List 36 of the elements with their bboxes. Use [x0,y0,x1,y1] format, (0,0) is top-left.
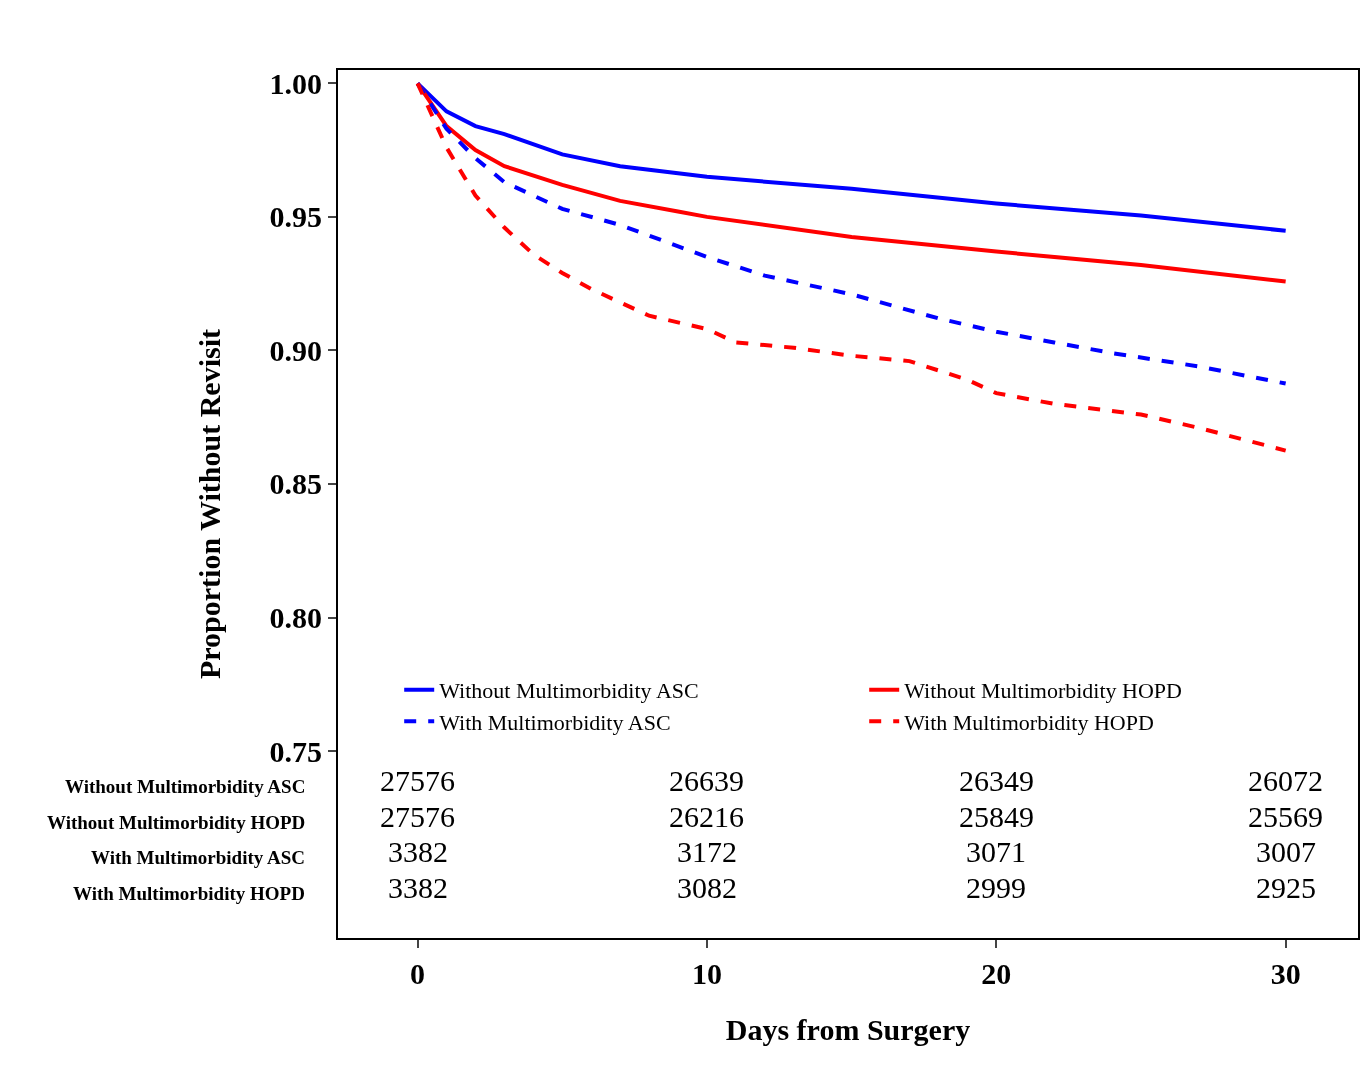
annotation: 3007 [1256,835,1316,868]
text: Without Multimorbidity ASC [65,776,306,797]
legend-label: Without Multimorbidity ASC [439,678,699,704]
legend-label: With Multimorbidity ASC [439,709,671,735]
text: With Multimorbidity HOPD [73,883,305,904]
y-tick-label: 0.75 [269,734,322,768]
legend-label: With Multimorbidity HOPD [904,709,1154,735]
y-tick-label: 0.95 [269,200,322,234]
annotation: 3172 [677,835,737,868]
y-tick-label: 1.00 [269,66,322,100]
annotation: 26072 [1248,764,1323,797]
x-tick-label: 20 [981,957,1012,990]
annotation: 26639 [669,764,744,797]
annotation: 26216 [669,800,744,833]
annotation: 25849 [959,800,1034,833]
annotation: 3382 [388,835,448,868]
y-tick-label: 0.90 [269,333,322,367]
text: With Multimorbidity ASC [91,847,305,868]
y-tick-label: 0.80 [269,601,322,635]
x-axis-title: Days from Surgery [725,1013,971,1046]
annotation: 26349 [959,764,1034,797]
text: Without Multimorbidity HOPD [47,812,306,833]
x-tick-label: 30 [1270,957,1301,990]
y-tick-label: 0.85 [269,467,322,501]
x-tick-label: 10 [691,957,722,990]
annotation: 25569 [1248,800,1323,833]
legend-label: Without Multimorbidity HOPD [904,678,1182,704]
y-axis-title: Proportion Without Revisit [193,328,226,680]
annotation: 27576 [380,764,455,797]
annotation: 3071 [966,835,1026,868]
x-tick-label: 0 [410,957,426,990]
annotation: 3082 [677,871,737,904]
annotation: 27576 [380,800,455,833]
annotation: 2925 [1256,871,1316,904]
annotation: 3382 [388,871,448,904]
annotation: 2999 [966,871,1026,904]
